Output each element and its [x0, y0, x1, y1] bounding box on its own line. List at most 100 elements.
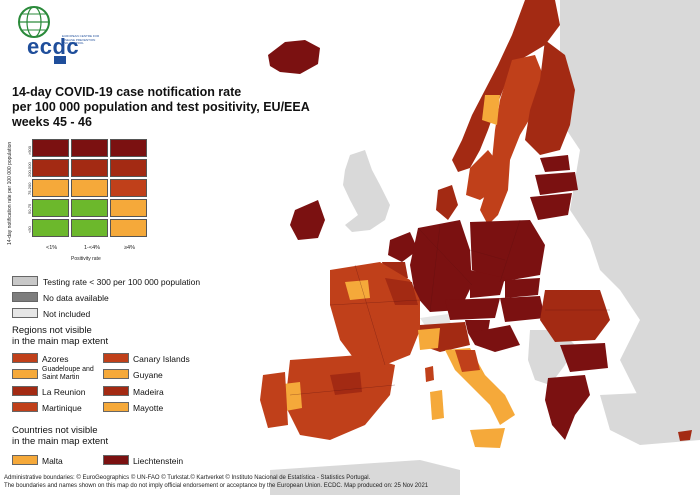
- regions-header-line-1: Regions not visible: [12, 325, 92, 336]
- region-swatch: [103, 386, 129, 396]
- region-swatch: [103, 369, 129, 379]
- region-label: Guyane: [133, 370, 163, 380]
- no-data-swatch: [12, 292, 38, 302]
- greece: [545, 375, 590, 440]
- region-label: Madeira: [133, 387, 164, 397]
- region-swatch: [12, 386, 38, 396]
- countries-header: Countries not visible in the main map ex…: [12, 425, 108, 447]
- map-title: 14-day COVID-19 case notification rate p…: [12, 85, 312, 130]
- region-swatch: [12, 402, 38, 412]
- italy-nw: [418, 328, 440, 350]
- region-swatch: [103, 353, 129, 363]
- north-africa: [270, 460, 460, 495]
- matrix-cell: [110, 179, 147, 197]
- title-line-3: weeks 45 - 46: [12, 115, 92, 129]
- finland: [525, 40, 575, 155]
- testing-rate-label: Testing rate < 300 per 100 000 populatio…: [43, 277, 201, 287]
- col-label: <1%: [46, 245, 58, 251]
- lithuania: [530, 193, 572, 220]
- footer-line-1: Administrative boundaries: © EuroGeograp…: [4, 475, 371, 481]
- cyprus: [678, 430, 692, 441]
- region-label: Guadeloupe and Saint Martin: [42, 366, 94, 381]
- italy-boot: [445, 348, 515, 425]
- logo-subtext: EUROPEAN CENTRE FOR DISEASE PREVENTION A…: [62, 34, 100, 45]
- country-label: Malta: [42, 456, 63, 466]
- denmark: [436, 185, 458, 220]
- col-label: 1-<4%: [84, 245, 101, 251]
- matrix-cell: [32, 219, 69, 237]
- czechia: [470, 270, 505, 298]
- testing-rate-swatch: [12, 276, 38, 286]
- region-swatch: [12, 369, 38, 379]
- matrix-cell: [71, 179, 108, 197]
- russia-region: [560, 0, 700, 420]
- slovakia: [505, 278, 540, 298]
- matrix-cell: [32, 139, 69, 157]
- turkey: [600, 390, 700, 445]
- country-swatch: [103, 455, 129, 465]
- matrix-cell: [71, 199, 108, 217]
- country-label: Liechtenstein: [133, 456, 184, 466]
- italy-center: [455, 350, 480, 372]
- matrix-cell: [71, 139, 108, 157]
- poland: [470, 220, 545, 282]
- col-label: ≥4%: [124, 245, 135, 251]
- matrix-cell: [71, 159, 108, 177]
- ecdc-logo: [8, 4, 103, 70]
- region-label: Azores: [42, 354, 69, 364]
- bulgaria: [560, 343, 608, 372]
- romania: [540, 290, 610, 342]
- france-ne: [385, 278, 418, 305]
- row-label: 200-500: [27, 162, 32, 177]
- sweden-central: [482, 95, 500, 125]
- row-label: 50-75: [27, 203, 32, 214]
- ireland: [290, 200, 325, 240]
- corsica: [425, 366, 434, 382]
- country-swatch: [12, 455, 38, 465]
- row-label: 75-200: [27, 182, 32, 195]
- slovenia: [465, 320, 490, 333]
- no-data-label: No data available: [43, 293, 109, 303]
- attribution-footer: Administrative boundaries: © EuroGeograp…: [4, 474, 694, 490]
- sardinia: [430, 390, 444, 420]
- matrix-cell: [32, 159, 69, 177]
- norway: [452, 0, 560, 172]
- uk-landmass: [343, 150, 390, 232]
- not-included-label: Not included: [43, 309, 91, 319]
- globe-icon: [18, 6, 66, 64]
- footer-line-2: The boundaries and names shown on this m…: [4, 483, 429, 489]
- row-label: <50: [27, 226, 32, 233]
- spain: [285, 355, 395, 440]
- austria: [445, 298, 500, 320]
- matrix-cell: [110, 139, 147, 157]
- logo-wordmark: ecdc: [27, 34, 80, 59]
- matrix-x-label: Positivity rate: [71, 256, 101, 262]
- latvia: [535, 172, 578, 195]
- region-label: Mayotte: [133, 403, 164, 413]
- region-label: Martinique: [42, 403, 82, 413]
- matrix-cell: [71, 219, 108, 237]
- region-label: Canary Islands: [133, 354, 190, 364]
- countries-header-line-1: Countries not visible: [12, 425, 98, 436]
- balkans-noneu: [528, 330, 575, 385]
- hungary: [500, 296, 545, 322]
- matrix-y-label: 14-day notification rate per 100 000 pop…: [7, 141, 13, 245]
- matrix-cell: [32, 179, 69, 197]
- matrix-cell: [110, 219, 147, 237]
- matrix-cell: [110, 159, 147, 177]
- netherlands: [388, 232, 418, 262]
- not-included-swatch: [12, 308, 38, 318]
- sicily: [470, 428, 505, 448]
- region-label: La Reunion: [42, 387, 86, 397]
- iceland: [268, 40, 320, 74]
- spain-central: [330, 372, 362, 395]
- bivariate-matrix: [32, 139, 152, 243]
- regions-header-line-2: in the main map extent: [12, 336, 109, 347]
- matrix-cell: [32, 199, 69, 217]
- matrix-cell: [110, 199, 147, 217]
- regions-header: Regions not visible in the main map exte…: [12, 325, 108, 347]
- croatia: [468, 325, 520, 352]
- estonia: [540, 155, 570, 172]
- countries-header-line-2: in the main map extent: [12, 436, 109, 447]
